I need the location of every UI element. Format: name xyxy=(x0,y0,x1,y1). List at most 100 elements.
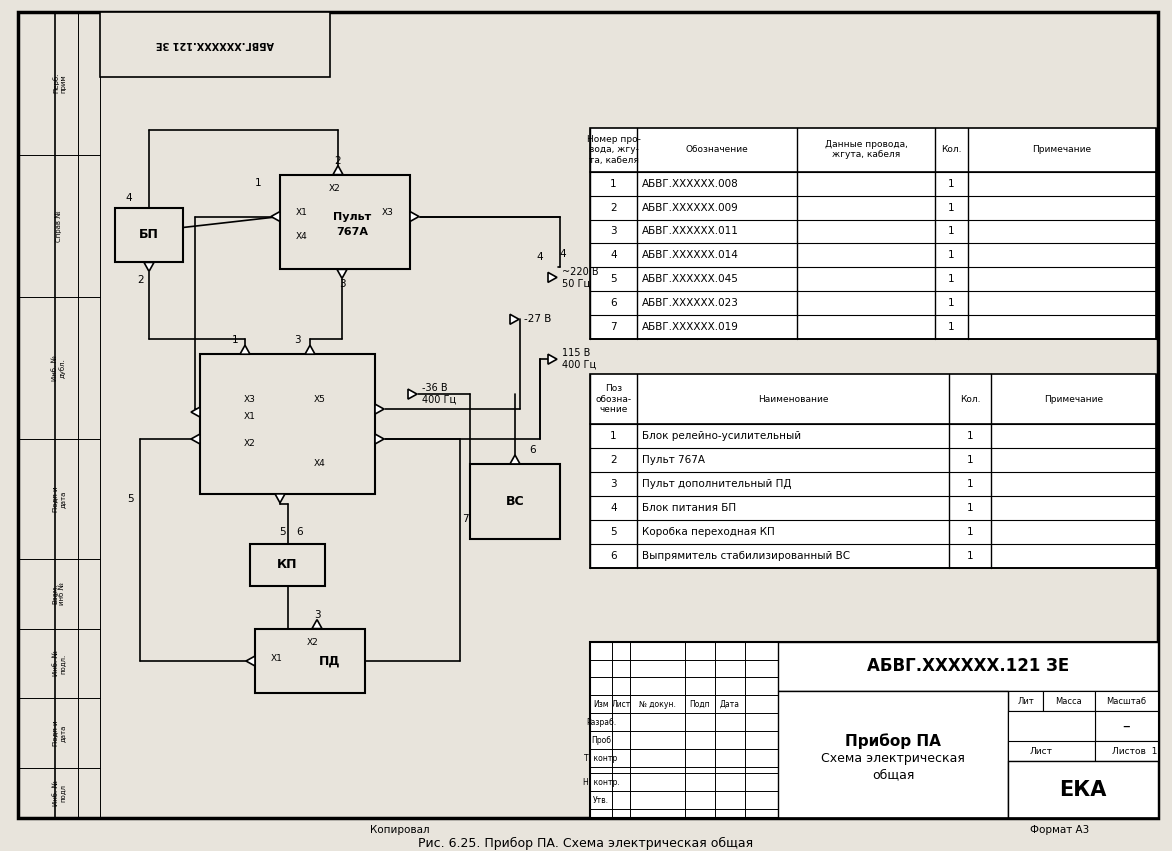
Text: 6: 6 xyxy=(611,299,616,308)
Text: ЕКА: ЕКА xyxy=(1059,780,1106,800)
Text: Х1: Х1 xyxy=(244,412,255,420)
Text: Х3: Х3 xyxy=(244,395,255,403)
Text: -36 В
400 Гц: -36 В 400 Гц xyxy=(422,383,456,405)
Polygon shape xyxy=(548,272,557,283)
Bar xyxy=(778,642,1158,691)
Bar xyxy=(590,374,1156,568)
Text: 5: 5 xyxy=(611,527,616,537)
Polygon shape xyxy=(410,212,420,221)
Text: 1: 1 xyxy=(232,335,238,346)
Text: Инб. №
подл: Инб. № подл xyxy=(53,780,66,806)
Text: 7: 7 xyxy=(611,323,616,332)
Text: Обозначение: Обозначение xyxy=(686,146,749,154)
Text: 4: 4 xyxy=(537,253,544,262)
Bar xyxy=(1008,691,1043,711)
Text: Х2: Х2 xyxy=(244,439,255,448)
Bar xyxy=(1095,741,1158,762)
Text: общая: общая xyxy=(872,768,914,781)
Bar xyxy=(1095,691,1158,711)
Bar xyxy=(200,354,375,494)
Text: 4: 4 xyxy=(125,192,132,203)
Text: 1: 1 xyxy=(967,431,973,441)
Bar xyxy=(100,12,331,77)
Text: АБВГ.XXXXXX.014: АБВГ.XXXXXX.014 xyxy=(642,250,738,260)
Text: Листов  1: Листов 1 xyxy=(1112,747,1157,756)
Text: АБВГ.XXXXXX.121 ЗЕ: АБВГ.XXXXXX.121 ЗЕ xyxy=(156,39,274,49)
Text: Лист: Лист xyxy=(1030,747,1052,756)
Text: № докун.: № докун. xyxy=(639,700,676,709)
Polygon shape xyxy=(271,212,280,221)
Text: Подп и
дата: Подп и дата xyxy=(53,721,66,746)
Text: Прибор ПА: Прибор ПА xyxy=(845,733,941,749)
Text: Данные провода,
жгута, кабеля: Данные провода, жгута, кабеля xyxy=(825,140,907,159)
Text: 4: 4 xyxy=(560,249,566,260)
Text: Инб. №
подл.: Инб. № подл. xyxy=(53,651,66,677)
Text: 1: 1 xyxy=(948,299,955,308)
Text: АБВГ.XXXXXX.121 ЗЕ: АБВГ.XXXXXX.121 ЗЕ xyxy=(867,658,1069,676)
Text: -27 В: -27 В xyxy=(524,314,551,324)
Text: Взам.
инб №: Взам. инб № xyxy=(53,582,66,605)
Text: Примечание: Примечание xyxy=(1033,146,1091,154)
Text: 4: 4 xyxy=(611,250,616,260)
Text: Номер про-
вода, жгу-
та, кабеля: Номер про- вода, жгу- та, кабеля xyxy=(586,134,640,164)
Text: Масштаб: Масштаб xyxy=(1106,697,1146,706)
Text: 1: 1 xyxy=(611,179,616,189)
Bar xyxy=(115,208,183,262)
Text: 1: 1 xyxy=(948,226,955,237)
Bar xyxy=(778,691,1008,818)
Polygon shape xyxy=(510,455,520,464)
Bar xyxy=(280,174,410,270)
Polygon shape xyxy=(305,346,315,354)
Text: Х5: Х5 xyxy=(314,395,326,403)
Text: Выпрямитель стабилизированный ВС: Выпрямитель стабилизированный ВС xyxy=(642,551,850,561)
Text: АБВГ.XXXXXX.009: АБВГ.XXXXXX.009 xyxy=(642,203,738,213)
Text: 1: 1 xyxy=(948,179,955,189)
Text: АБВГ.XXXXXX.045: АБВГ.XXXXXX.045 xyxy=(642,274,738,284)
Text: Блок питания БП: Блок питания БП xyxy=(642,503,736,513)
Bar xyxy=(470,464,560,539)
Text: 1: 1 xyxy=(948,203,955,213)
Polygon shape xyxy=(375,404,384,414)
Text: Рис. 6.25. Прибор ПА. Схема электрическая общая: Рис. 6.25. Прибор ПА. Схема электрическа… xyxy=(418,837,754,849)
Bar xyxy=(1008,741,1095,762)
Text: 3: 3 xyxy=(611,226,616,237)
Text: Проб: Проб xyxy=(591,736,611,745)
Text: 5: 5 xyxy=(611,274,616,284)
Bar xyxy=(1095,711,1158,741)
Text: 1: 1 xyxy=(967,503,973,513)
Text: Н. контр.: Н. контр. xyxy=(582,778,619,786)
Text: Х4: Х4 xyxy=(314,460,326,468)
Text: Кол.: Кол. xyxy=(941,146,962,154)
Text: Т. контр: Т. контр xyxy=(585,754,618,762)
Text: Подп и
дата: Подп и дата xyxy=(53,486,66,511)
Text: КП: КП xyxy=(278,558,298,571)
Text: Формат А3: Формат А3 xyxy=(1030,825,1090,835)
Text: Схема электрическая: Схема электрическая xyxy=(822,752,965,765)
Text: 6: 6 xyxy=(530,445,537,455)
Text: 1: 1 xyxy=(254,178,261,187)
Text: 1: 1 xyxy=(967,527,973,537)
Text: Утв.: Утв. xyxy=(593,796,609,805)
Polygon shape xyxy=(144,262,154,271)
Text: Кол.: Кол. xyxy=(960,395,980,403)
Text: 7: 7 xyxy=(462,514,469,524)
Bar xyxy=(1008,762,1158,818)
Polygon shape xyxy=(338,270,347,278)
Text: Наименование: Наименование xyxy=(758,395,829,403)
Text: 1: 1 xyxy=(967,455,973,465)
Text: Х3: Х3 xyxy=(382,208,394,217)
Bar xyxy=(1043,691,1095,711)
Text: 3: 3 xyxy=(611,479,616,489)
Text: 5: 5 xyxy=(279,527,286,537)
Polygon shape xyxy=(240,346,250,354)
Text: –: – xyxy=(1123,719,1130,734)
Text: 1: 1 xyxy=(967,551,973,561)
Text: 5: 5 xyxy=(127,494,134,504)
Text: ПД: ПД xyxy=(319,654,341,667)
Text: 1: 1 xyxy=(948,323,955,332)
Text: Пульт 767А: Пульт 767А xyxy=(642,455,706,465)
Polygon shape xyxy=(191,407,200,417)
Text: Поз
обозна-
чение: Поз обозна- чение xyxy=(595,384,632,414)
Text: Лист: Лист xyxy=(612,700,631,709)
Text: Перб.
прим: Перб. прим xyxy=(52,73,66,94)
